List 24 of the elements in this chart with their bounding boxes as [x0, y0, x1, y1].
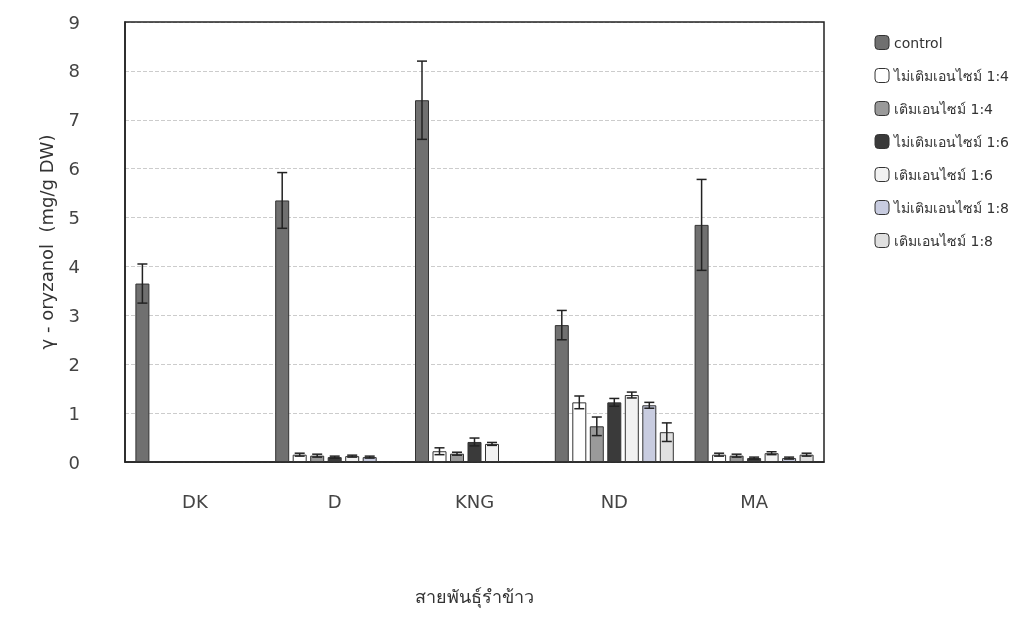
y-tick-label: 1: [68, 402, 80, 424]
x-tick-label: ND: [600, 490, 628, 512]
y-tick-label: 2: [68, 353, 80, 375]
legend-label: ไม่เติมเอนไซม์ 1:6: [893, 133, 1010, 150]
y-axis-title: γ - oryzanol (mg/g DW): [35, 134, 57, 350]
legend-label: เติมเอนไซม์ 1:4: [894, 100, 994, 117]
legend-label: ไม่เติมเอนไซม์ 1:8: [893, 199, 1009, 216]
y-tick-label: 9: [68, 11, 80, 33]
y-tick-label: 6: [68, 158, 80, 180]
y-tick-label: 8: [68, 60, 80, 82]
x-tick-label: MA: [740, 490, 769, 512]
legend-label: ไม่เติมเอนไซม์ 1:4: [893, 67, 1010, 84]
x-tick-label: KNG: [454, 490, 495, 512]
y-tick-label: 4: [68, 255, 80, 277]
x-tick-label: DK: [182, 490, 209, 512]
y-tick-label: 5: [68, 207, 80, 229]
x-axis-title: สายพันธุ์รำข้าว: [415, 585, 534, 608]
legend-label: เติมเอนไซม์ 1:8: [894, 232, 993, 249]
y-tick-label: 3: [68, 304, 80, 326]
y-tick-label: 0: [68, 451, 80, 473]
legend-label: เติมเอนไซม์ 1:6: [894, 166, 994, 183]
legend-label: control: [894, 34, 943, 51]
x-tick-label: D: [327, 490, 342, 512]
y-tick-label: 7: [68, 109, 80, 131]
